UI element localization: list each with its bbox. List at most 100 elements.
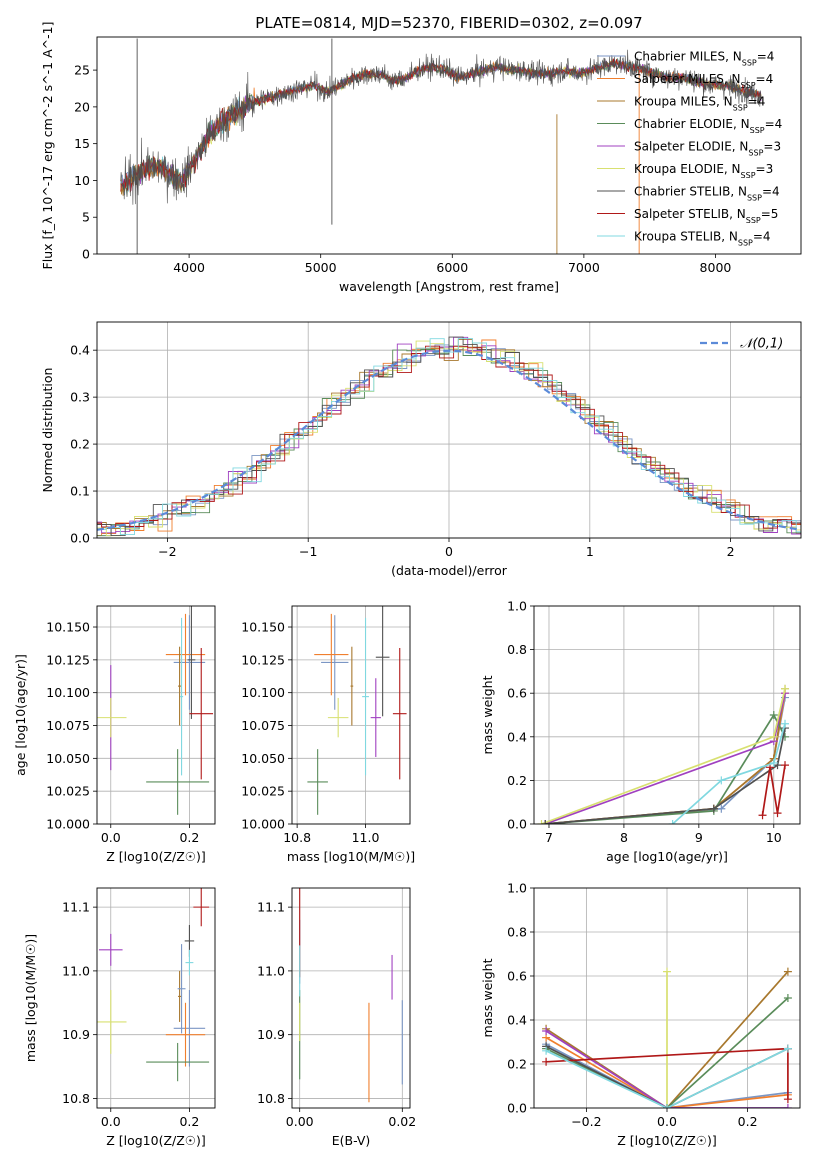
x-axis-label: Z [log10(Z/Z☉)] (617, 1133, 717, 1148)
weight-marker (783, 994, 792, 1002)
weight-marker (758, 811, 767, 820)
panel-spectrum: 4000 5000 6000 7000 8000 0 5 10 15 20 25 wavelength… (40, 22, 802, 294)
y-tick-label: 10.075 (46, 718, 90, 733)
legend-value: =4 (762, 185, 780, 199)
x-tick-label: 5000 (305, 260, 337, 275)
y-axis-label: age [log10(age/yr)] (13, 654, 28, 776)
y-tick-label: 10.9 (62, 1027, 90, 1042)
x-axis-label: Z [log10(Z/Z☉)] (106, 849, 206, 864)
panel-mass-vs-extinction: 0.00 0.02 10.8 10.9 11.0 11.1 E(B-V) (257, 887, 416, 1148)
x-tick-label: 10.8 (283, 830, 311, 845)
y-tick-label: 0.0 (507, 1101, 527, 1116)
weight-line (545, 693, 786, 824)
legend-subscript: SSP (741, 81, 756, 90)
weight-line (545, 727, 786, 824)
y-tick-label: 0.0 (507, 817, 527, 832)
weight-marker (542, 1046, 551, 1055)
weight-marker (781, 719, 790, 728)
weight-marker (781, 732, 790, 741)
weight-line (544, 693, 786, 824)
x-tick-label: 0.2 (738, 1114, 758, 1129)
legend-subscript: SSP (748, 148, 763, 157)
x-tick-label: 8 (620, 830, 628, 845)
panel-mass-vs-metallicity: 0.0 0.2 10.8 10.9 11.0 11.1 Z [log10(Z/Z☉)] mas… (23, 887, 216, 1148)
legend-entry: 𝒩(0,1) (740, 337, 783, 352)
weight-marker (783, 1044, 792, 1053)
x-axis-label: mass [log10(M/M☉)] (287, 849, 415, 864)
panel-residual-histogram: −2 −1 0 1 2 0.0 0.1 0.2 0.3 0.4 (data-model)/error… (40, 321, 802, 578)
weight-marker (783, 1095, 792, 1104)
x-axis-label: age [log10(age/yr)] (606, 849, 728, 864)
y-tick-label: 10 (74, 173, 90, 188)
y-tick-label: 11.0 (257, 963, 285, 978)
legend-value: =5 (761, 207, 779, 221)
axes-frame (96, 321, 802, 539)
legend-subscript: SSP (741, 171, 756, 180)
x-tick-label: 0.2 (179, 1114, 199, 1129)
weight-marker (769, 711, 778, 719)
y-tick-label: 0.4 (507, 1013, 527, 1028)
weight-line (545, 971, 789, 1108)
axes-mass-weight-vs-Z: −0.2 0.0 0.2 0.0 0.2 0.4 0.6 0.8 1.0 Z [log10(Z/Z… (480, 881, 801, 1148)
y-tick-label: 20 (74, 99, 90, 114)
y-tick-label: 10.8 (62, 1091, 90, 1106)
axes-age-vs-Z: 0.0 0.2 10.000 10.025 10.050 10.075 10.100 10.1… (13, 605, 216, 864)
y-tick-label: 10.050 (241, 751, 285, 766)
axes-age-vs-mass: 10.8 11.0 10.000 10.025 10.050 10.075 10.100 10… (241, 605, 415, 864)
x-tick-label: 0.2 (179, 830, 199, 845)
y-tick-label: 10.025 (46, 784, 90, 799)
y-tick-label: 25 (74, 63, 90, 78)
weight-line (545, 1030, 788, 1108)
x-tick-label: −2 (158, 544, 176, 559)
axes-mass-vs-Z: 0.0 0.2 10.8 10.9 11.0 11.1 Z [log10(Z/Z☉)] mas… (23, 887, 216, 1148)
x-tick-label: 0.00 (286, 1114, 314, 1129)
axes-frame (291, 887, 411, 1109)
weight-marker (717, 776, 726, 785)
figure-title: PLATE=0814, MJD=52370, FIBERID=0302, z=0… (255, 14, 642, 32)
axes-frame (96, 36, 802, 255)
y-tick-label: 10.125 (46, 652, 90, 667)
weight-line (545, 713, 786, 824)
x-axis-label: (data-model)/error (391, 563, 508, 578)
x-tick-label: 0.0 (101, 830, 121, 845)
x-tick-label: 6000 (436, 260, 468, 275)
y-tick-label: 0.0 (70, 531, 90, 546)
y-tick-label: 10.125 (241, 652, 285, 667)
y-tick-label: 0.1 (70, 484, 90, 499)
y-tick-label: 11.1 (62, 900, 90, 915)
legend-value: =4 (753, 230, 771, 244)
weight-marker (781, 761, 790, 770)
plot-area-spectrum (120, 38, 762, 254)
y-axis-label: mass weight (480, 675, 495, 754)
y-tick-label: 10.000 (46, 817, 90, 832)
panel-age-vs-mass: 10.8 11.0 10.000 10.025 10.050 10.075 10.100 10… (241, 605, 415, 864)
legend-entry: Kroupa STELIB, NSSP=4 (634, 230, 771, 248)
weight-marker (542, 1057, 551, 1066)
y-tick-label: 0.3 (70, 390, 90, 405)
weight-marker (542, 1027, 551, 1035)
plot-area-mass-vs-ebv (299, 888, 403, 1103)
y-tick-label: 10.150 (46, 620, 90, 635)
axes-frame (291, 605, 411, 825)
y-axis-label: Flux [f_λ 10^-17 erg cm^-2 s^-1 A^-1] (40, 22, 55, 270)
x-tick-label: 1 (586, 544, 594, 559)
x-tick-label: 7 (545, 830, 553, 845)
y-axis-label: Normed distribution (40, 368, 55, 493)
legend-entry: Kroupa ELODIE, NSSP=3 (634, 162, 773, 180)
weight-marker (537, 820, 546, 824)
legend-subscript: SSP (738, 238, 753, 247)
legend-subscript: SSP (750, 126, 765, 135)
y-tick-label: 1.0 (507, 881, 527, 896)
y-tick-label: 10.9 (257, 1027, 285, 1042)
x-tick-label: −0.2 (571, 1114, 601, 1129)
x-tick-label: 2 (727, 544, 735, 559)
weight-line (545, 1036, 788, 1108)
panel-age-vs-metallicity: 0.0 0.2 10.000 10.025 10.050 10.075 10.100 10.1… (13, 605, 216, 864)
y-tick-label: 10.100 (46, 685, 90, 700)
y-tick-label: 0.2 (507, 1057, 527, 1072)
histogram-series (97, 337, 801, 536)
y-tick-label: 0 (82, 247, 90, 262)
weight-marker (663, 1104, 671, 1108)
weight-marker (663, 967, 671, 976)
